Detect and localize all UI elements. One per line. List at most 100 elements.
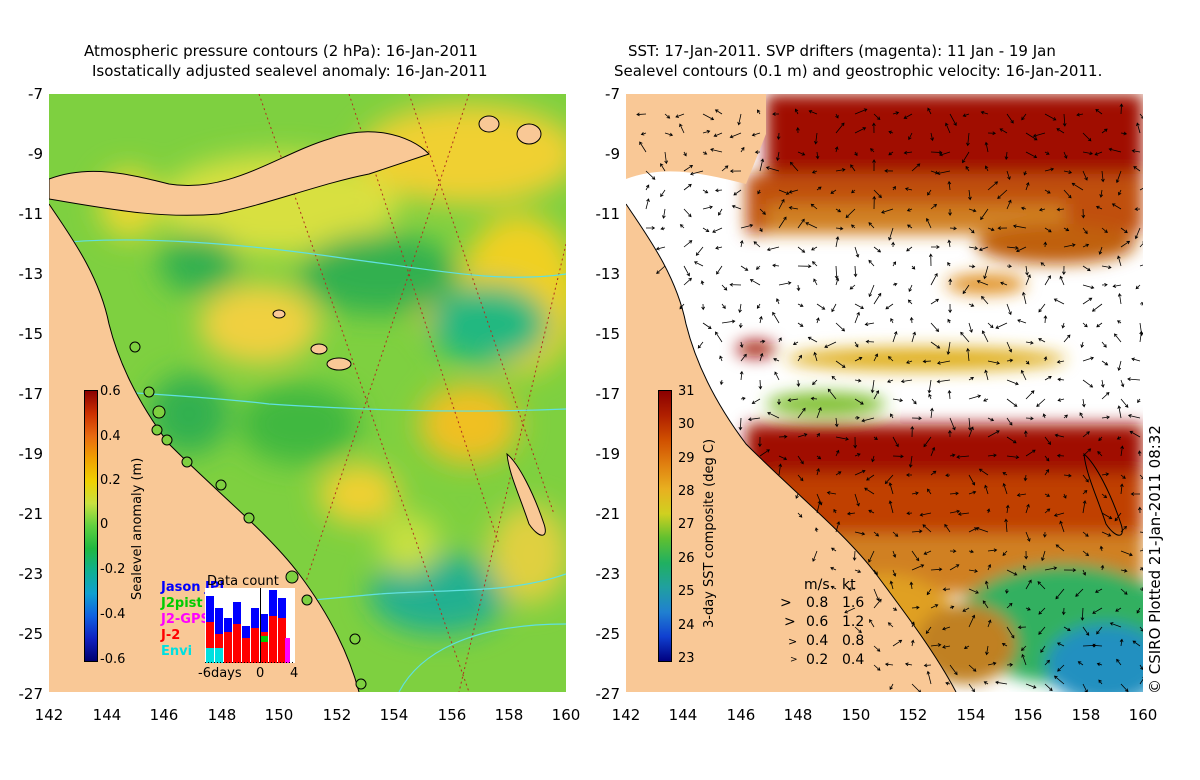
y-tick-label: -11: [595, 205, 621, 223]
velocity-arrow: [892, 607, 898, 611]
velocity-arrow: [788, 189, 799, 194]
velocity-arrow: [1063, 151, 1068, 159]
velocity-arrow: [778, 189, 790, 195]
velocity-arrow: [1006, 170, 1011, 181]
velocity-arrow: [811, 261, 818, 267]
velocity-arrow: [721, 284, 728, 291]
velocity-arrow: [911, 550, 920, 562]
velocity-arrow: [906, 224, 913, 229]
velocity-arrow: [1116, 658, 1122, 666]
velocity-arrow: [683, 151, 687, 157]
velocity-arrow: [661, 208, 666, 219]
velocity-arrow: [936, 170, 951, 176]
velocity-arrow: [968, 490, 977, 495]
velocity-arrow: [982, 600, 989, 609]
velocity-arrow: [1134, 227, 1141, 240]
velocity-arrow: [1094, 588, 1103, 593]
data-count-xtick: 4: [290, 666, 299, 681]
velocity-arrow: [721, 319, 736, 324]
velocity-arrow: [909, 581, 914, 590]
x-tick-label: 160: [551, 706, 581, 724]
x-tick-label: 158: [1071, 706, 1101, 724]
velocity-arrow: [1025, 390, 1035, 400]
velocity-arrow: [1025, 683, 1037, 689]
velocity-arrow: [966, 132, 970, 147]
y-tick-label: -15: [595, 325, 621, 343]
velocity-arrow: [927, 107, 932, 115]
velocity-arrow: [1057, 664, 1065, 672]
velocity-arrow: [962, 607, 970, 612]
velocity-arrow: [1082, 132, 1092, 142]
velocity-arrow: [1044, 167, 1055, 172]
right-title-line1: SST: 17-Jan-2011. SVP drifters (magenta)…: [628, 42, 1056, 60]
velocity-arrow: [747, 417, 761, 422]
velocity-arrow: [1096, 662, 1103, 667]
velocity-arrow: [930, 407, 934, 419]
velocity-arrow: [1063, 334, 1071, 343]
velocity-arrow: [1139, 567, 1143, 571]
velocity-arrow: [807, 336, 818, 343]
velocity-arrow: [816, 455, 822, 460]
velocity-arrow: [729, 282, 742, 287]
velocity-arrow: [797, 433, 808, 438]
velocity-arrow: [844, 607, 856, 614]
velocity-arrow: [1115, 170, 1122, 184]
velocity-arrow: [689, 170, 704, 176]
velocity-arrow: [881, 208, 894, 214]
velocity-arrow: [758, 379, 763, 390]
velocity-arrow: [1108, 147, 1122, 153]
velocity-arrow: [1044, 468, 1050, 476]
velocity-arrow: [778, 216, 787, 229]
velocity-arrow: [656, 265, 666, 274]
velocity-arrow: [984, 484, 989, 495]
velocity-arrow: [1016, 246, 1027, 253]
velocity-arrow: [947, 389, 952, 400]
velocity-arrow: [868, 550, 875, 563]
velocity-arrow: [1021, 653, 1027, 666]
velocity-arrow: [816, 303, 826, 310]
velocity-arrow: [1082, 243, 1090, 248]
velocity-arrow: [830, 189, 837, 194]
velocity-arrow: [773, 357, 780, 362]
velocity-arrow: [907, 299, 913, 305]
velocity-arrow: [892, 436, 899, 448]
velocity-arrow: [639, 141, 647, 153]
velocity-arrow: [864, 487, 875, 495]
velocity-arrow: [1139, 301, 1143, 306]
velocity-arrow: [1063, 227, 1070, 232]
velocity-arrow: [816, 500, 822, 514]
velocity-arrow: [1057, 377, 1065, 382]
velocity-arrow: [995, 322, 1008, 329]
velocity-arrow: [1025, 416, 1034, 421]
velocity-arrow: [834, 417, 839, 428]
velocity-arrow: [1096, 322, 1103, 328]
velocity-arrow: [976, 279, 989, 286]
velocity-arrow: [1117, 255, 1122, 267]
velocity-arrow: [1017, 319, 1027, 324]
sealevel-colorbar-label: Sealevel anomaly (m): [130, 457, 145, 600]
velocity-arrow: [759, 352, 764, 362]
velocity-arrow: [997, 226, 1008, 231]
velocity-arrow: [1006, 602, 1013, 609]
velocity-arrow: [1006, 358, 1014, 363]
velocity-arrow: [1119, 638, 1124, 647]
velocity-arrow: [888, 500, 894, 514]
velocity-arrow: [927, 189, 932, 196]
velocity-arrow: [892, 111, 900, 115]
velocity-arrow: [1044, 683, 1053, 692]
x-tick-label: 142: [34, 706, 64, 724]
velocity-arrow: [949, 491, 959, 496]
velocity-arrow: [873, 645, 881, 652]
velocity-arrow: [923, 550, 932, 555]
data-count-chart: [205, 588, 295, 663]
velocity-arrow: [1131, 357, 1141, 362]
velocity-arrow: [1117, 405, 1122, 419]
velocity-arrow: [948, 278, 953, 286]
velocity-arrow: [702, 227, 710, 232]
velocity-arrow: [911, 491, 919, 496]
velocity-arrow: [1025, 340, 1034, 345]
colorbar-tick: -0.2: [100, 562, 126, 577]
x-tick-label: 158: [494, 706, 524, 724]
velocity-arrow: [904, 662, 913, 667]
velocity-arrow: [1025, 274, 1031, 286]
